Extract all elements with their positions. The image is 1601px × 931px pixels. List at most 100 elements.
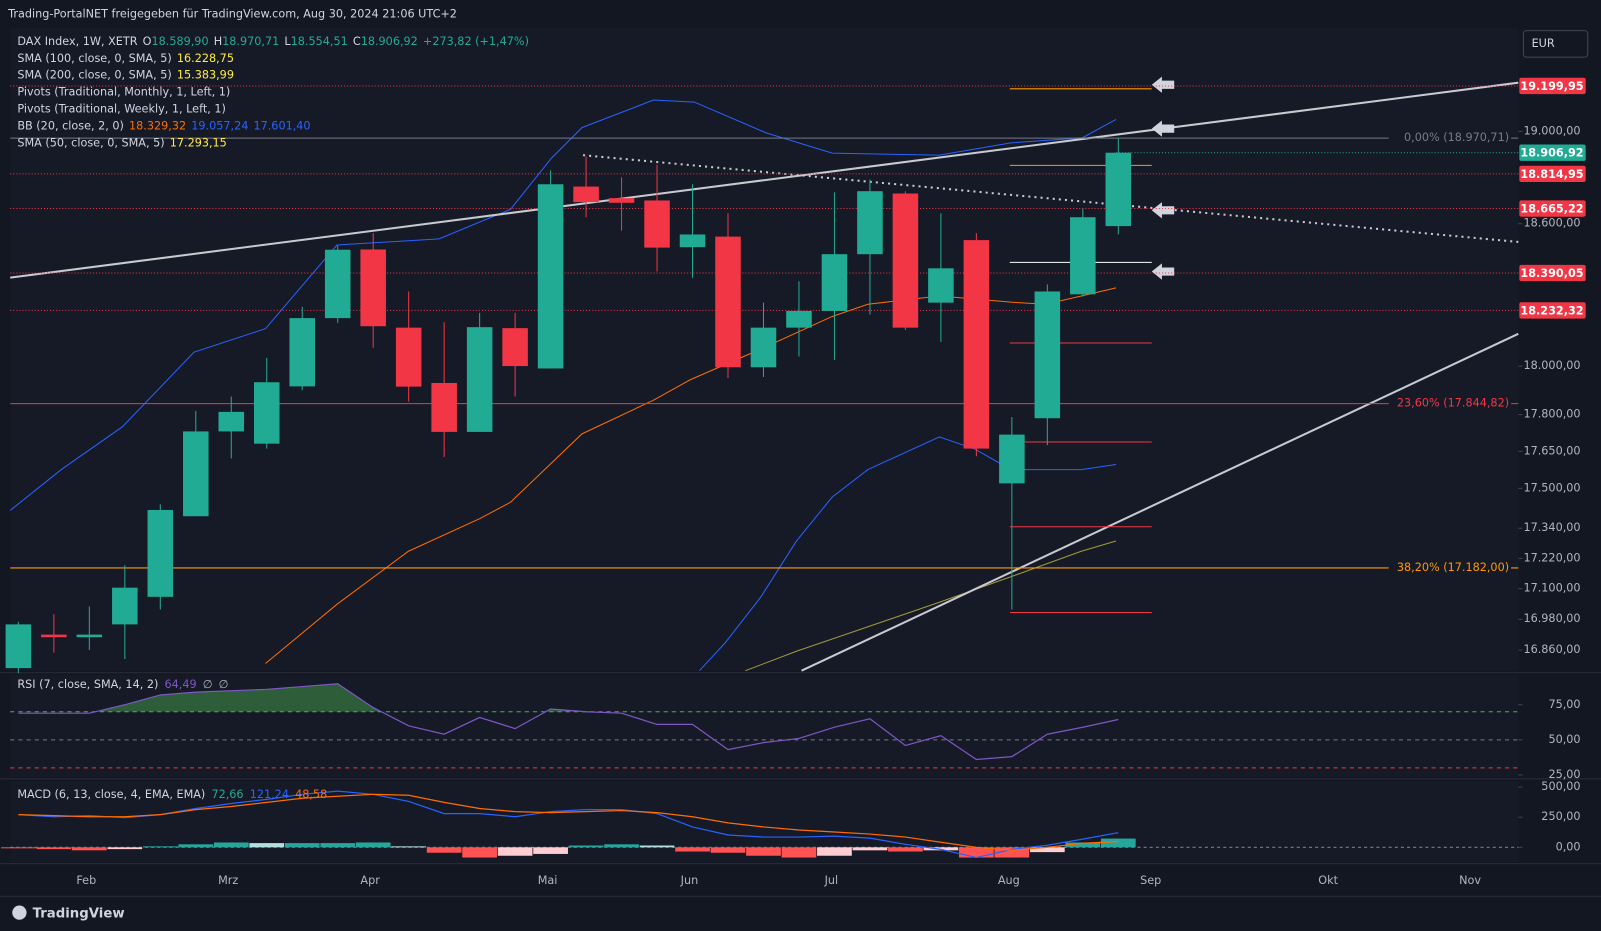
y-tick-label: 17.650,00 <box>1523 444 1580 457</box>
legend-value: 17.293,15 <box>170 137 227 150</box>
price-badge <box>1519 77 1586 95</box>
indicator-value: 121,24 <box>250 788 289 801</box>
legend-value: 15.383,99 <box>177 69 234 82</box>
candle-body <box>715 236 741 368</box>
x-tick-label: Nov <box>1459 874 1481 887</box>
legend-name: Pivots (Traditional, Monthly, 1, Left, 1… <box>17 86 230 99</box>
candle-body <box>750 327 777 368</box>
macd-histogram-bar <box>1100 838 1136 848</box>
legend-value: L <box>284 35 291 48</box>
x-tick-label: Aug <box>998 874 1020 887</box>
trend-line <box>801 332 1519 672</box>
legend-line: SMA (100, close, 0, SMA, 5) 16.228,75 <box>17 52 234 65</box>
macd-histogram-bar <box>675 847 710 852</box>
macd-histogram-bar <box>1 847 36 849</box>
y-tick-label: 500,00 <box>1541 780 1580 793</box>
y-tick-label: 16.860,00 <box>1523 643 1580 656</box>
rsi-overbought-fill <box>95 683 587 712</box>
candle-body <box>76 634 103 638</box>
brand-logo <box>12 905 27 920</box>
macd-histogram-bar <box>533 847 568 854</box>
indicator-value: 72,66 <box>211 788 243 801</box>
arrow <box>1151 202 1175 219</box>
indicator-value: 64,49 <box>164 678 196 691</box>
candle-body <box>360 249 386 327</box>
candle-body <box>999 434 1025 484</box>
macd-line <box>18 793 1119 851</box>
legend-name: SMA (200, close, 0, SMA, 5) <box>17 69 171 82</box>
candle-body <box>395 327 422 387</box>
legend-line: SMA (200, close, 0, SMA, 5) 15.383,99 <box>17 69 234 82</box>
candle-body <box>963 240 990 449</box>
candle-body <box>857 191 883 255</box>
candle-body <box>5 624 32 669</box>
currency-button[interactable] <box>1522 30 1589 58</box>
macd-histogram-bar <box>71 847 107 851</box>
legend-value: C <box>353 35 361 48</box>
macd-histogram-bar <box>284 843 320 848</box>
fib-label-bg <box>1388 130 1512 146</box>
candle-body <box>466 327 493 432</box>
macd-histogram-bar <box>462 847 497 858</box>
legend-value: H <box>214 35 222 48</box>
price-badge-label: 19.199,95 <box>1520 80 1583 93</box>
macd-histogram-bar <box>604 844 639 848</box>
price-badge-label: 18.665,22 <box>1520 203 1583 216</box>
price-badge-label: 18.232,32 <box>1520 304 1583 317</box>
y-tick-label: 25,00 <box>1548 768 1580 781</box>
x-tick-label: Okt <box>1318 874 1338 887</box>
y-tick-label: 19.000,00 <box>1523 124 1580 137</box>
macd-histogram-bar <box>497 847 533 856</box>
macd-histogram-bar <box>568 845 604 848</box>
currency-label: EUR <box>1532 37 1555 50</box>
legend-line: DAX Index, 1W, XETR O18.589,90 H18.970,71 L… <box>17 35 529 48</box>
x-tick-label: Sep <box>1140 874 1161 887</box>
macd-histogram-bar <box>888 847 923 852</box>
macd-histogram-bar <box>142 846 178 848</box>
arrow <box>1151 263 1175 280</box>
macd-histogram-bar <box>178 844 214 848</box>
macd-line <box>18 790 1119 859</box>
legend-value: 16.228,75 <box>177 52 234 65</box>
macd-histogram-bar <box>994 847 1030 858</box>
trend-line <box>10 81 1519 279</box>
rsi-line <box>18 683 1119 761</box>
y-tick-label: 0,00 <box>1556 840 1581 853</box>
candle-body <box>183 431 209 517</box>
y-tick-label: 16.980,00 <box>1523 612 1580 625</box>
indicator-value: ∅ <box>203 678 213 691</box>
candle-body <box>218 411 245 432</box>
legend-value: 18.554,51 <box>291 35 348 48</box>
arrow <box>1151 76 1175 93</box>
candle-body <box>431 382 457 432</box>
y-tick-label: 18.600,00 <box>1523 217 1580 230</box>
overlays <box>9 76 1519 672</box>
candle-body <box>892 193 919 328</box>
brand: TradingView <box>12 905 125 922</box>
legend-line: Pivots (Traditional, Monthly, 1, Left, 1… <box>17 86 230 99</box>
candle-body <box>147 509 174 597</box>
macd-histogram-bar <box>959 847 994 858</box>
price-badge <box>1519 165 1586 183</box>
fib-label-bg <box>1388 396 1512 411</box>
legend-name: SMA (100, close, 0, SMA, 5) <box>17 52 171 65</box>
legend-value: 17.601,40 <box>253 120 310 133</box>
legend-value: 18.329,32 <box>129 120 186 133</box>
macd-histogram-bar <box>710 847 746 853</box>
candle-body <box>324 249 351 319</box>
indicator-value: ∅ <box>219 678 229 691</box>
price-badge-label: 18.814,95 <box>1520 168 1583 181</box>
macd-histogram-bar <box>107 847 143 850</box>
candle-body <box>644 200 670 248</box>
candle-body <box>928 268 954 303</box>
y-tick-label: 250,00 <box>1541 810 1580 823</box>
candle-body <box>253 382 280 444</box>
legend-line: Pivots (Traditional, Weekly, 1, Left, 1) <box>17 103 226 116</box>
legend-name: BB (20, close, 2, 0) <box>17 120 124 133</box>
candle-body <box>1034 291 1061 419</box>
candle-body <box>1070 217 1096 295</box>
y-tick-label: 17.100,00 <box>1523 582 1580 595</box>
legend-value: 18.906,92 <box>361 35 418 48</box>
indicator-title: MACD (6, 13, close, 4, EMA, EMA) <box>17 788 205 801</box>
